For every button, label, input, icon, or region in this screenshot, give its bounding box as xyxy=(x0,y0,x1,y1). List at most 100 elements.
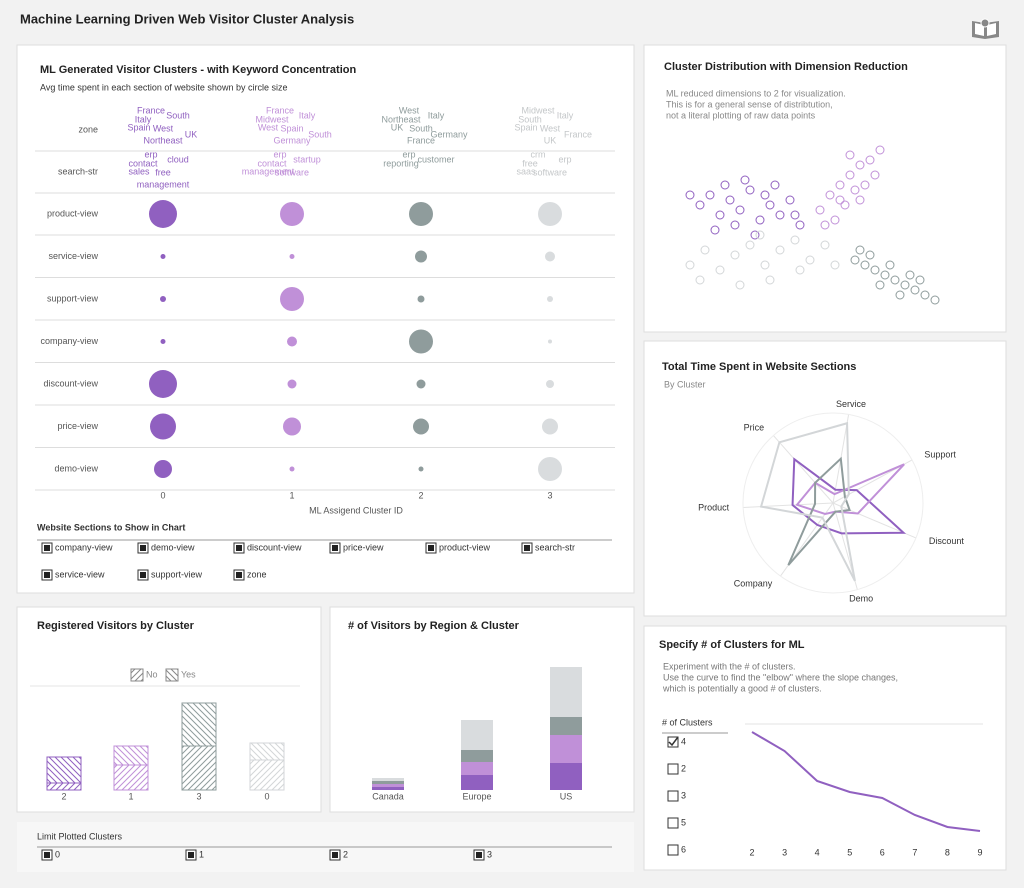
panel xyxy=(643,625,1007,871)
section-option[interactable] xyxy=(41,542,53,554)
help-icon[interactable] xyxy=(972,18,999,39)
option-label: discount-view xyxy=(247,542,302,552)
point xyxy=(710,225,720,235)
bubble xyxy=(538,202,562,226)
section-option[interactable] xyxy=(137,542,149,554)
point xyxy=(715,265,725,275)
point xyxy=(920,290,930,300)
legend-label: Yes xyxy=(181,669,196,679)
keyword: contact xyxy=(128,158,158,168)
cluster-count-option[interactable] xyxy=(667,844,679,856)
axis-label: Discount xyxy=(929,536,965,546)
cluster-count-option[interactable] xyxy=(667,817,679,829)
point xyxy=(770,180,780,190)
point xyxy=(915,275,925,285)
checkmark xyxy=(668,736,679,747)
x-tick-label: 4 xyxy=(815,847,820,857)
cluster-option[interactable] xyxy=(473,849,485,861)
filter-title: Website Sections to Show in Chart xyxy=(37,522,185,532)
point xyxy=(790,210,800,220)
section-option[interactable] xyxy=(329,542,341,554)
cluster-count-option[interactable] xyxy=(667,736,679,748)
point xyxy=(845,150,855,160)
point xyxy=(860,180,870,190)
chart-subtitle: Avg time spent in each section of websit… xyxy=(40,82,287,92)
panel xyxy=(16,44,635,594)
bubble xyxy=(160,254,166,259)
keyword: France xyxy=(266,105,294,115)
spoke xyxy=(773,435,834,504)
bar-segment xyxy=(249,742,285,761)
row-label: service-view xyxy=(48,251,98,261)
keyword: Northeast xyxy=(381,114,421,124)
keyword: Midwest xyxy=(521,105,555,115)
x-tick-label: 3 xyxy=(547,490,552,500)
bar-segment xyxy=(461,720,493,750)
bar-segment xyxy=(372,784,404,787)
bar-segment xyxy=(550,735,582,763)
cluster-count-option[interactable] xyxy=(667,790,679,802)
keyword: Italy xyxy=(299,110,316,120)
bar-segment xyxy=(461,750,493,762)
section-option[interactable] xyxy=(137,569,149,581)
point xyxy=(855,245,865,255)
bubble xyxy=(547,296,553,302)
keyword: software xyxy=(533,167,567,177)
keyword: West xyxy=(258,122,279,132)
point xyxy=(855,160,865,170)
section-option[interactable] xyxy=(233,542,245,554)
keyword: Northeast xyxy=(143,135,183,145)
page-title: Machine Learning Driven Web Visitor Clus… xyxy=(20,11,354,26)
checkbox xyxy=(667,817,679,829)
row-label: search-str xyxy=(58,166,98,176)
bar-segment xyxy=(461,762,493,775)
cluster-count-option[interactable] xyxy=(667,763,679,775)
point xyxy=(865,155,875,165)
point xyxy=(740,175,750,185)
checkbox-mark xyxy=(428,545,434,551)
chart-note: Use the curve to find the "elbow" where … xyxy=(663,672,898,682)
bubble xyxy=(415,250,427,263)
x-tick-label: 0 xyxy=(264,791,269,801)
bubble xyxy=(548,339,552,344)
keyword: Spain xyxy=(514,122,537,132)
section-option[interactable] xyxy=(41,569,53,581)
option-label: 2 xyxy=(343,849,348,859)
checkbox xyxy=(667,844,679,856)
keyword: West xyxy=(399,105,420,115)
checkbox-mark xyxy=(332,545,338,551)
point xyxy=(735,205,745,215)
bar-segment xyxy=(181,745,217,791)
section-option[interactable] xyxy=(233,569,245,581)
bubble xyxy=(160,339,166,344)
bubble xyxy=(545,251,555,262)
point xyxy=(875,280,885,290)
cluster-option[interactable] xyxy=(41,849,53,861)
keyword: Spain xyxy=(280,123,303,133)
point xyxy=(695,200,705,210)
row-label: demo-view xyxy=(54,463,98,473)
bubble xyxy=(413,418,429,435)
section-option[interactable] xyxy=(521,542,533,554)
cluster-option[interactable] xyxy=(329,849,341,861)
point xyxy=(750,230,760,240)
keyword: crm xyxy=(531,149,546,159)
keyword: saas xyxy=(516,166,536,176)
x-tick-label: 7 xyxy=(912,847,917,857)
bar-segment xyxy=(550,667,582,717)
keyword: South xyxy=(409,123,433,133)
cluster-option[interactable] xyxy=(185,849,197,861)
chart-title: ML Generated Visitor Clusters - with Key… xyxy=(40,64,356,76)
section-option[interactable] xyxy=(425,542,437,554)
bar-segment xyxy=(372,781,404,784)
x-tick-label: 2 xyxy=(749,847,754,857)
point xyxy=(875,145,885,155)
point xyxy=(685,190,695,200)
checkbox xyxy=(667,736,679,748)
bubble xyxy=(409,329,433,354)
chart-title: # of Visitors by Region & Cluster xyxy=(348,620,520,632)
point xyxy=(705,190,715,200)
bubble xyxy=(546,380,554,388)
point xyxy=(835,180,845,190)
